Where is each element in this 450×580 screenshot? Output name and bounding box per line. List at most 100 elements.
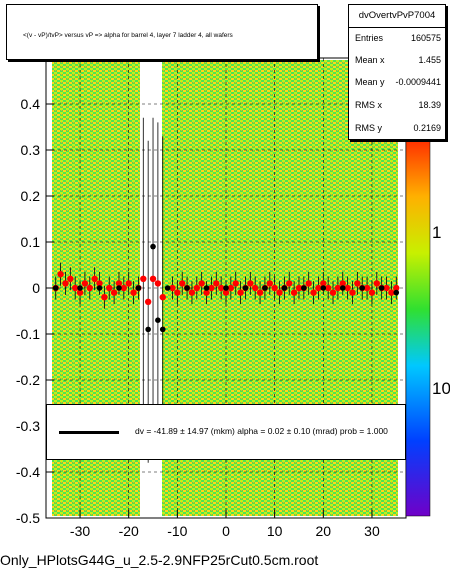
x-tick-label: -20 <box>119 523 139 539</box>
red-point <box>203 289 210 296</box>
red-point <box>334 284 342 292</box>
red-point <box>276 289 283 296</box>
red-point <box>339 280 346 287</box>
red-point <box>256 289 264 296</box>
stats-row-mean-x: Mean x 1.455 <box>355 55 441 69</box>
x-tick-label: 0 <box>222 523 230 539</box>
red-point <box>174 289 181 296</box>
black-point <box>145 326 151 333</box>
z-tick-label: 1 <box>432 223 441 242</box>
red-point <box>271 284 278 292</box>
red-point <box>57 271 64 278</box>
red-point <box>247 280 254 287</box>
red-point <box>373 280 381 287</box>
stats-key: Mean x <box>355 55 385 65</box>
fit-line-sample <box>59 431 119 434</box>
stats-row-rms-x: RMS x 18.39 <box>355 100 441 114</box>
y-tick-label: 0.4 <box>21 96 41 112</box>
black-point <box>339 285 346 291</box>
stats-value: 18.39 <box>418 100 441 110</box>
stats-histogram-name: dvOvertvPvP7004 <box>349 5 445 28</box>
black-point <box>155 317 161 324</box>
red-point <box>368 289 376 296</box>
red-point <box>295 284 303 292</box>
stats-row-entries: Entries 160575 <box>355 33 441 47</box>
red-point <box>251 284 259 292</box>
red-point <box>179 280 186 287</box>
stats-key: RMS y <box>355 123 382 133</box>
red-point <box>130 289 137 296</box>
red-point <box>393 284 400 292</box>
red-point <box>67 275 74 282</box>
black-point <box>281 285 288 291</box>
red-point <box>329 289 337 296</box>
red-point <box>115 280 123 287</box>
red-point <box>101 294 108 301</box>
red-point <box>349 289 356 296</box>
z-scale-frame <box>405 139 431 517</box>
x-tick-label: 20 <box>316 523 332 539</box>
y-tick-label: 0.2 <box>21 188 41 204</box>
red-point <box>91 275 98 282</box>
red-point <box>76 289 84 296</box>
red-point <box>237 289 244 296</box>
title-box: <(v - vP)/tvP> versus vP => alpha for ba… <box>6 4 318 60</box>
red-point <box>140 275 147 282</box>
red-point <box>154 280 162 287</box>
y-tick-label: -0.2 <box>16 372 40 388</box>
red-point <box>159 294 166 301</box>
z-axis: 1 10 <box>432 223 450 398</box>
z-tick-label: 10 <box>432 379 450 398</box>
red-point <box>324 284 332 292</box>
x-tick-label: -30 <box>70 523 90 539</box>
stats-value: 1.455 <box>418 55 441 65</box>
red-point <box>383 284 390 292</box>
red-point <box>81 280 89 287</box>
red-point <box>188 289 196 296</box>
red-point <box>120 284 128 292</box>
red-points <box>52 271 400 305</box>
stats-row-rms-y: RMS y 0.2169 <box>355 123 441 137</box>
x-tick-label: 10 <box>267 523 283 539</box>
red-point <box>96 280 103 287</box>
red-point <box>315 284 322 292</box>
plot-title: <(v - vP)/tvP> versus vP => alpha for ba… <box>23 32 233 39</box>
y-tick-label: -0.5 <box>16 510 40 526</box>
black-point <box>262 285 268 291</box>
red-point <box>149 275 157 282</box>
red-point <box>62 280 69 287</box>
stats-value: -0.0009441 <box>395 77 441 87</box>
y-tick-label: 0 <box>32 280 40 296</box>
black-point <box>242 285 249 291</box>
black-point <box>135 285 142 291</box>
black-point <box>184 285 190 291</box>
red-point <box>232 280 239 287</box>
x-tick-label: -10 <box>167 523 187 539</box>
y-axis: -0.5 -0.4 -0.3 -0.2 -0.1 0 0.1 0.2 0.3 0.4 <box>16 96 54 526</box>
red-point <box>144 298 152 305</box>
z-color-scale <box>406 140 430 516</box>
red-point <box>169 284 176 292</box>
black-point <box>320 285 327 291</box>
red-point <box>213 280 220 287</box>
red-point <box>344 284 351 292</box>
black-point <box>159 326 166 333</box>
stats-key: Mean y <box>355 77 385 87</box>
black-point <box>96 285 103 291</box>
stats-value: 160575 <box>410 33 441 43</box>
black-point <box>393 289 400 296</box>
red-point <box>388 289 395 296</box>
y-tick-label: 0.1 <box>21 234 41 250</box>
red-point <box>227 284 235 292</box>
black-points <box>52 243 400 333</box>
file-name: Only_HPlotsG44G_u_2.5-2.9NFP25rCut0.5cm.… <box>0 552 319 568</box>
red-point <box>305 280 312 287</box>
red-point <box>217 284 225 292</box>
red-point <box>286 280 293 287</box>
red-point <box>310 289 317 296</box>
red-point <box>193 284 201 292</box>
red-point <box>198 280 205 287</box>
stats-row-mean-y: Mean y -0.0009441 <box>355 77 441 91</box>
black-point <box>150 243 156 250</box>
